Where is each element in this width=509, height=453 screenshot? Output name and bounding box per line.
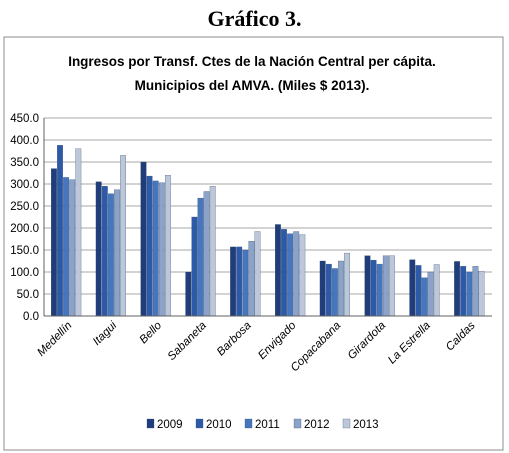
y-tick-label: 100.0 bbox=[10, 267, 39, 279]
bar bbox=[433, 264, 440, 317]
bar bbox=[281, 229, 287, 317]
bar bbox=[158, 182, 165, 317]
legend-swatch bbox=[342, 418, 351, 429]
bar bbox=[236, 246, 243, 317]
bar bbox=[152, 180, 159, 317]
y-tick-label: 0.0 bbox=[23, 311, 39, 323]
bar bbox=[415, 265, 422, 317]
y-tick-label: 400.0 bbox=[10, 135, 39, 147]
legend-swatch bbox=[293, 418, 302, 429]
y-tick-label: 350.0 bbox=[10, 157, 39, 169]
bar bbox=[230, 246, 237, 317]
legend-swatch bbox=[244, 418, 253, 429]
bar bbox=[274, 224, 281, 317]
legend-label: 2012 bbox=[304, 419, 330, 431]
bar bbox=[344, 252, 351, 317]
bar bbox=[388, 255, 395, 317]
bar bbox=[57, 145, 63, 317]
bar bbox=[382, 255, 389, 317]
bar bbox=[140, 161, 147, 317]
legend: 2009 2010 2011 2012 2013 bbox=[146, 418, 379, 431]
legend-label: 2009 bbox=[157, 419, 183, 431]
bar bbox=[331, 268, 338, 317]
bar bbox=[299, 234, 306, 317]
bar bbox=[454, 261, 461, 317]
bar bbox=[197, 197, 204, 317]
bar bbox=[114, 189, 120, 317]
bar bbox=[242, 249, 249, 317]
bar bbox=[319, 260, 326, 317]
bar bbox=[191, 216, 198, 317]
y-axis-ticks: 0.0 50.0 100.0 150.0 200.0 250.0 300.0 350.0 400… bbox=[10, 113, 39, 323]
bar bbox=[421, 277, 428, 317]
bar bbox=[338, 260, 344, 317]
bar bbox=[164, 175, 171, 317]
bar bbox=[69, 179, 76, 317]
y-tick-label: 250.0 bbox=[10, 201, 39, 213]
y-tick-label: 300.0 bbox=[10, 179, 39, 191]
y-tick-label: 450.0 bbox=[10, 113, 39, 125]
bar bbox=[75, 148, 82, 317]
bar bbox=[108, 193, 114, 317]
legend-swatch bbox=[146, 418, 155, 429]
bars bbox=[51, 145, 485, 317]
bar bbox=[466, 271, 473, 317]
bar bbox=[287, 233, 294, 317]
bar bbox=[185, 271, 192, 317]
chart-title-line-2: Municipios del AMVA. (Miles $ 2013). bbox=[135, 78, 370, 93]
bar bbox=[460, 266, 467, 317]
bar bbox=[101, 186, 108, 317]
bar bbox=[95, 181, 102, 317]
axes bbox=[43, 118, 492, 317]
legend-label: 2011 bbox=[255, 419, 280, 431]
bar bbox=[209, 186, 216, 317]
bar bbox=[364, 255, 371, 317]
bar bbox=[472, 266, 479, 317]
legend-swatch bbox=[195, 418, 204, 429]
bar bbox=[376, 263, 383, 317]
bar bbox=[203, 191, 210, 317]
y-tick-label: 200.0 bbox=[10, 223, 39, 235]
bar bbox=[427, 271, 434, 317]
bar bbox=[478, 270, 485, 317]
bar bbox=[254, 231, 261, 317]
bar bbox=[51, 168, 57, 317]
bar bbox=[63, 177, 69, 317]
chart-title-line-1: Ingresos por Transf. Ctes de la Nación C… bbox=[68, 54, 436, 69]
bar bbox=[293, 231, 300, 317]
legend-label: 2010 bbox=[206, 419, 232, 431]
bar bbox=[370, 259, 377, 317]
figure-label: Gráfico 3. bbox=[207, 6, 302, 31]
y-tick-label: 150.0 bbox=[10, 245, 39, 257]
bar bbox=[248, 241, 255, 317]
y-tick-label: 50.0 bbox=[17, 289, 39, 301]
legend-label: 2013 bbox=[353, 419, 379, 431]
bar bbox=[409, 259, 416, 317]
bar bbox=[146, 175, 153, 317]
bar bbox=[325, 263, 332, 317]
bar bbox=[120, 155, 126, 317]
